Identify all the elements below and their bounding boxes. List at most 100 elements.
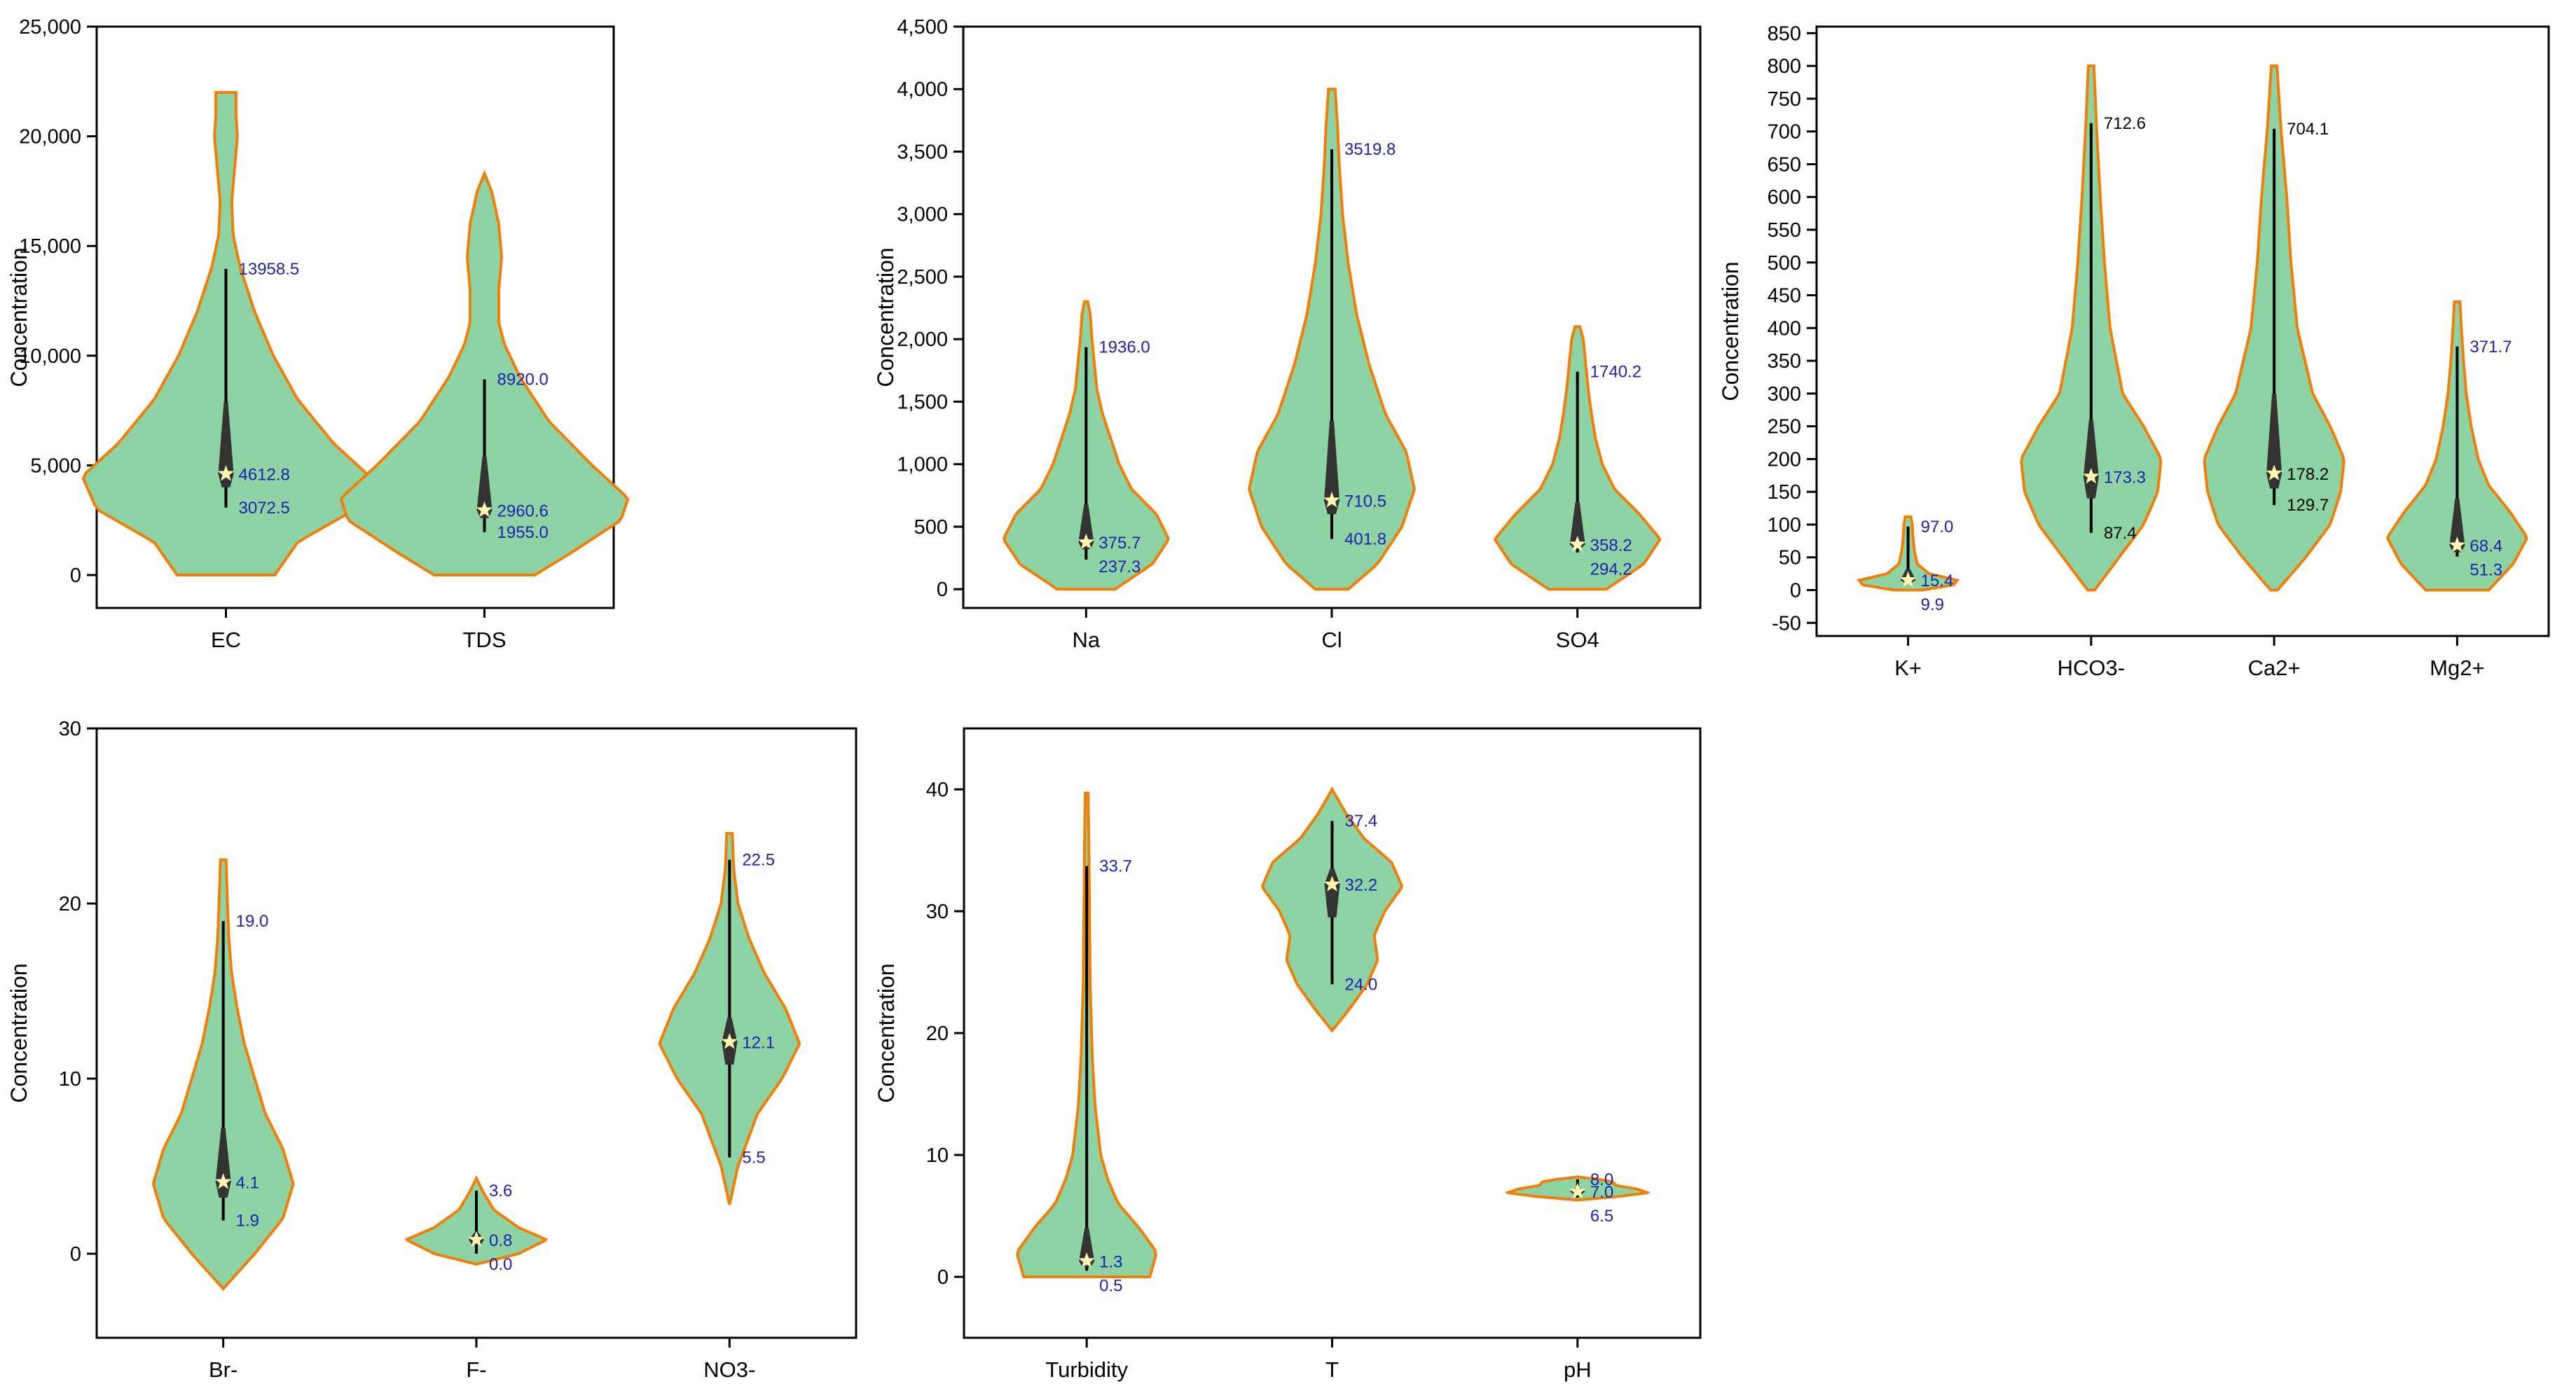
median-value-label: 1.3 [1099,1252,1122,1271]
x-category-label: K+ [1894,656,1922,680]
max-value-label: 3519.8 [1344,140,1396,159]
min-value-label: 1955.0 [497,523,549,542]
y-tick-label: 2,500 [897,266,948,289]
y-tick-label: 40 [926,779,949,801]
chart-panel-4: 0 10 20 30 Concentration Br- F- NO3- 19.0 4.1 1.9 3… [6,718,857,1382]
x-category-label: Turbidity [1045,1357,1128,1382]
x-category-label: NO3- [703,1357,755,1382]
y-tick-label: 30 [926,901,949,923]
max-value-label: 22.5 [742,851,775,870]
y-tick-label: 0 [937,579,948,601]
min-value-label: 6.5 [1590,1207,1613,1226]
y-tick-label: 200 [1768,448,1801,471]
min-value-label: 294.2 [1590,560,1632,579]
y-axis-label: Concentration [873,247,898,387]
median-star [721,1033,738,1049]
violin-SO4: 1740.2 358.2 294.2 [1493,325,1662,591]
iqr-box [1079,1228,1095,1268]
y-tick-label: 450 [1768,285,1801,307]
y-tick-label: 0 [70,1243,81,1266]
x-category-label: Br- [209,1357,237,1382]
median-value-label: 173.3 [2104,468,2146,487]
x-category-label: SO4 [1556,628,1599,652]
median-star [468,1231,485,1247]
median-star [2448,537,2466,553]
y-tick-label: 4,500 [897,16,948,39]
median-value-label: 15.4 [1921,572,1954,590]
median-value-label: 32.2 [1345,876,1378,895]
x-category-label: Cl [1321,628,1342,652]
y-tick-label: 500 [1768,252,1801,275]
min-value-label: 237.3 [1098,558,1141,576]
min-value-label: 51.3 [2470,561,2502,580]
y-tick-label: 850 [1768,22,1801,45]
max-value-label: 704.1 [2287,120,2329,139]
y-tick-label: 20 [59,893,81,915]
y-tick-label: 0 [70,565,81,587]
y-tick-label: 0 [937,1266,949,1289]
x-category-label: Na [1073,628,1101,652]
y-tick-label: 350 [1768,350,1801,373]
min-value-label: 0.0 [489,1255,512,1274]
y-tick-label: 20 [926,1023,949,1045]
chart-panel-2: 0 500 1,000 1,500 2,000 2,500 3,000 3,500 4,000 4… [873,16,1702,652]
min-value-label: 87.4 [2104,524,2137,543]
iqr-box [1078,504,1094,550]
min-value-label: 129.7 [2287,496,2329,515]
x-category-label: pH [1564,1357,1592,1382]
y-tick-label: 300 [1768,383,1801,406]
violin-TDS: 8920.0 2960.6 1955.0 [339,169,630,576]
max-value-label: 3.6 [489,1182,512,1200]
violin-HCO3-: 712.6 173.3 87.4 [2020,64,2163,592]
x-category-label: Mg2+ [2430,656,2484,680]
median-star [214,1173,232,1189]
y-tick-label: 150 [1768,481,1801,504]
y-tick-label: 30 [59,718,81,740]
median-star [1077,533,1095,550]
median-star [476,501,493,518]
violin-Br-: 19.0 4.1 1.9 [151,858,295,1291]
median-star [2266,464,2283,480]
y-tick-label: 400 [1768,317,1801,340]
y-tick-label: 800 [1768,55,1801,78]
y-tick-label: 10,000 [19,345,81,368]
median-value-label: 2960.6 [497,501,549,520]
violin-T: 37.4 32.2 24.0 [1260,787,1404,1033]
plot-frame [1815,25,2550,637]
max-value-label: 97.0 [1921,518,1954,537]
iqr-box [1324,868,1340,918]
violin-Na: 1936.0 375.7 237.3 [1002,300,1170,591]
y-tick-label: 3,500 [897,141,948,163]
iqr-box [2449,498,2465,553]
max-value-label: 37.4 [1345,812,1378,831]
median-star [1323,876,1341,892]
min-value-label: 5.5 [742,1149,765,1168]
y-axis-label: Concentration [6,247,32,387]
min-value-label: 3072.5 [239,499,290,518]
chart-panel-3: -50 0 50 100 150 200 250 300 350 400 450 500 550 600 6… [1718,22,2550,680]
y-tick-label: 4,000 [897,78,948,101]
violin-NO3-: 22.5 12.1 5.5 [658,832,801,1205]
iqr-box [218,401,234,487]
y-tick-label: 650 [1768,153,1801,176]
violin-pH: 8.07.0 6.5 [1504,1170,1651,1226]
max-value-label: 8920.0 [497,371,549,389]
y-tick-label: 20,000 [19,126,81,148]
y-axis-label: Concentration [874,963,899,1102]
min-value-label: 9.9 [1921,595,1944,614]
y-tick-label: 750 [1768,88,1801,111]
violin-F-: 3.6 0.8 0.0 [404,1175,549,1274]
median-value-label: 375.7 [1098,534,1141,553]
median-value-label: 0.8 [489,1231,512,1250]
x-category-label: HCO3- [2058,656,2125,680]
median-value-label: 12.1 [742,1034,775,1053]
median-value-label: 7.0 [1590,1183,1613,1202]
min-value-label: 0.5 [1099,1276,1122,1295]
median-value-label: 4612.8 [239,466,290,485]
x-category-label: F- [466,1357,486,1382]
y-axis-label: Concentration [6,963,32,1102]
y-axis-label: Concentration [1718,261,1743,401]
x-category-label: TDS [463,628,507,652]
median-star [1899,571,1917,588]
violin-Ca2+: 704.1 178.2 129.7 [2203,64,2346,592]
